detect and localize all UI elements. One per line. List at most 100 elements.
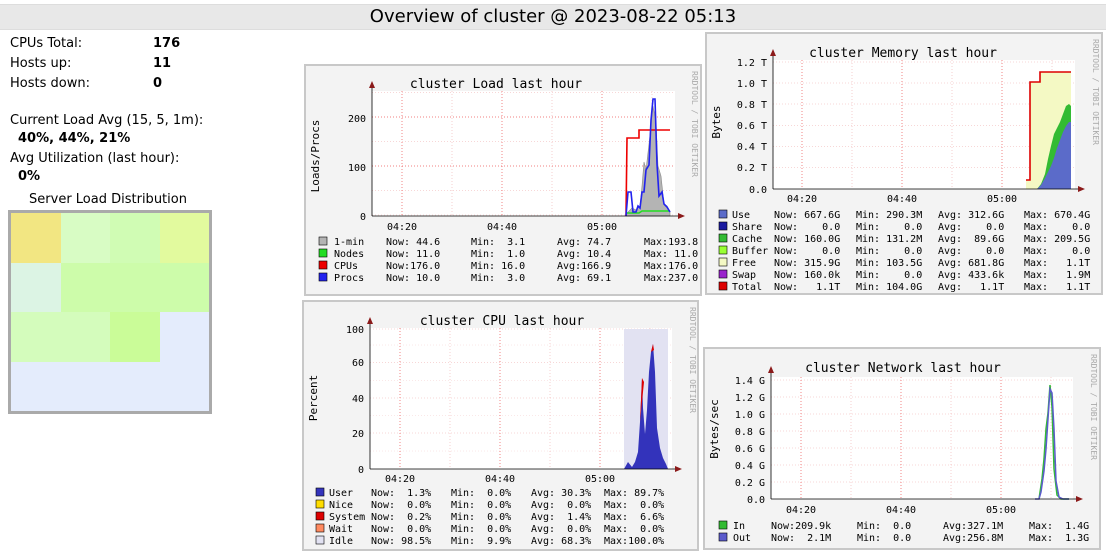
- legend-avg: Avg:327.1M: [943, 521, 1003, 532]
- load-ytick: 100: [348, 163, 366, 174]
- load-chart-title: cluster Load last hour: [410, 77, 582, 92]
- legend-swatch: [718, 221, 728, 231]
- heatmap-cell: [11, 312, 61, 362]
- network-ytick: 0.4 G: [735, 461, 765, 472]
- load-chart-watermark: RRDTOOL / TOBI OETIKER: [690, 71, 699, 177]
- memory-xtick: 04:20: [787, 194, 817, 205]
- heatmap-cell: [159, 312, 209, 362]
- network-xtick: 04:40: [886, 505, 916, 516]
- hosts-down-value: 0: [153, 76, 163, 91]
- legend-now: Now: 98.5%: [371, 536, 431, 547]
- memory-ytick: 0.4 T: [737, 142, 767, 153]
- legend-swatch: [315, 523, 325, 533]
- legend-max: Max: 0.0%: [604, 524, 664, 535]
- load-xtick: 05:00: [587, 222, 617, 233]
- legend-now: Now: 160.0G: [774, 234, 840, 245]
- network-ytick: 1.4 G: [735, 376, 765, 387]
- legend-swatch: [718, 281, 728, 291]
- legend-now: Now: 2.1M: [771, 533, 831, 544]
- legend-avg: Avg: 74.7: [557, 237, 611, 248]
- legend-now: Now: 1.1T: [774, 282, 840, 293]
- network-ytick: 0.8 G: [735, 427, 765, 438]
- legend-min: Min: 0.0: [856, 246, 922, 257]
- network-ytick: 0.0: [747, 495, 765, 506]
- legend-now: Now: 44.6: [386, 237, 440, 248]
- legend-max: Max: 1.3G: [1029, 533, 1089, 544]
- util-label: Avg Utilization (last hour):: [10, 151, 180, 166]
- legend-name: CPUs: [334, 261, 358, 272]
- hosts-down-label: Hosts down:: [10, 76, 90, 91]
- legend-max: Max: 0.0%: [604, 500, 664, 511]
- legend-name: System: [329, 512, 365, 523]
- heatmap-cell: [60, 213, 110, 263]
- legend-min: Min: 0.0%: [451, 488, 511, 499]
- network-xtick: 05:00: [986, 505, 1016, 516]
- load-chart-ylabel: Loads/Procs: [309, 120, 322, 193]
- memory-chart-panel[interactable]: cluster Memory last hour RRDTOOL / TOBI …: [705, 32, 1103, 295]
- legend-name: Total: [732, 282, 762, 293]
- legend-min: Min: 131.2M: [856, 234, 922, 245]
- network-chart-panel[interactable]: cluster Network last hour RRDTOOL / TOBI…: [703, 347, 1101, 550]
- cpu-ytick: 100: [346, 325, 364, 336]
- legend-avg: Avg: 10.4: [557, 249, 611, 260]
- memory-ytick: 0.6 T: [737, 121, 767, 132]
- cpu-ytick: 20: [352, 429, 364, 440]
- legend-min: Min: 0.0: [857, 521, 911, 532]
- legend-now: Now: 315.9G: [774, 258, 840, 269]
- legend-name: Nice: [329, 500, 353, 511]
- legend-name: Free: [732, 258, 756, 269]
- cpu-ytick: 40: [352, 394, 364, 405]
- memory-xtick: 05:00: [987, 194, 1017, 205]
- heatmap-cell: [159, 213, 209, 263]
- memory-ytick: 0.8 T: [737, 100, 767, 111]
- legend-name: Nodes: [334, 249, 364, 260]
- page-title: Overview of cluster @ 2023-08-22 05:13: [369, 6, 737, 27]
- legend-min: Min: 1.0: [471, 249, 525, 260]
- legend-max: Max: 1.1T: [1024, 258, 1090, 269]
- legend-avg: Avg: 0.0%: [531, 500, 591, 511]
- load-avg-label: Current Load Avg (15, 5, 1m):: [10, 113, 204, 128]
- cluster-stats: CPUs Total: 176 Hosts up: 11 Hosts down: 0 …: [10, 34, 203, 186]
- legend-min: Min: 290.3M: [856, 210, 922, 221]
- memory-chart-title: cluster Memory last hour: [809, 46, 997, 61]
- load-ytick: 200: [348, 114, 366, 125]
- heatmap-cell: [110, 262, 160, 312]
- memory-ytick: 0.2 T: [737, 163, 767, 174]
- util-value: 0%: [18, 169, 41, 184]
- legend-min: Min: 0.0: [856, 270, 922, 281]
- legend-max: Max: 1.1T: [1024, 282, 1090, 293]
- legend-avg: Avg: 0.0%: [531, 524, 591, 535]
- legend-avg: Avg: 1.1T: [938, 282, 1004, 293]
- memory-ytick: 0.0: [749, 185, 767, 196]
- legend-min: Min: 16.0: [471, 261, 525, 272]
- heatmap-cell: [110, 312, 160, 362]
- cpu-chart-ylabel: Percent: [307, 375, 320, 421]
- legend-swatch: [718, 245, 728, 255]
- legend-max: Max: 1.9M: [1024, 270, 1090, 281]
- cpu-xtick: 04:20: [385, 474, 415, 485]
- legend-now: Now: 0.0%: [371, 524, 431, 535]
- network-chart-plot: [768, 366, 1083, 502]
- legend-swatch: [318, 236, 328, 246]
- heatmap-cell: [110, 361, 160, 411]
- legend-swatch: [718, 209, 728, 219]
- legend-avg: Avg: 433.6k: [938, 270, 1004, 281]
- hosts-up-label: Hosts up:: [10, 56, 72, 71]
- legend-max: Max: 89.7%: [604, 488, 664, 499]
- load-ytick: 0: [360, 212, 366, 223]
- network-ytick: 1.0 G: [735, 410, 765, 421]
- legend-min: Min: 103.5G: [856, 258, 922, 269]
- legend-name: Procs: [334, 273, 364, 284]
- legend-min: Min: 0.0: [856, 222, 922, 233]
- cpu-chart-panel[interactable]: cluster CPU last hour RRDTOOL / TOBI OET…: [302, 300, 699, 551]
- network-chart-title: cluster Network last hour: [805, 361, 1001, 376]
- legend-swatch: [718, 532, 728, 542]
- cpu-chart-legend: User Now: 1.3% Min: 0.0% Avg: 30.3% Max: 89.…: [315, 487, 664, 547]
- heatmap-cell: [159, 361, 209, 411]
- legend-swatch: [718, 257, 728, 267]
- cpus-total-label: CPUs Total:: [10, 36, 83, 51]
- heatmap-cell: [60, 361, 110, 411]
- legend-name: Wait: [329, 524, 353, 535]
- network-chart-ylabel: Bytes/sec: [708, 399, 721, 459]
- load-chart-panel[interactable]: cluster Load last hour RRDTOOL / TOBI OE…: [304, 64, 702, 296]
